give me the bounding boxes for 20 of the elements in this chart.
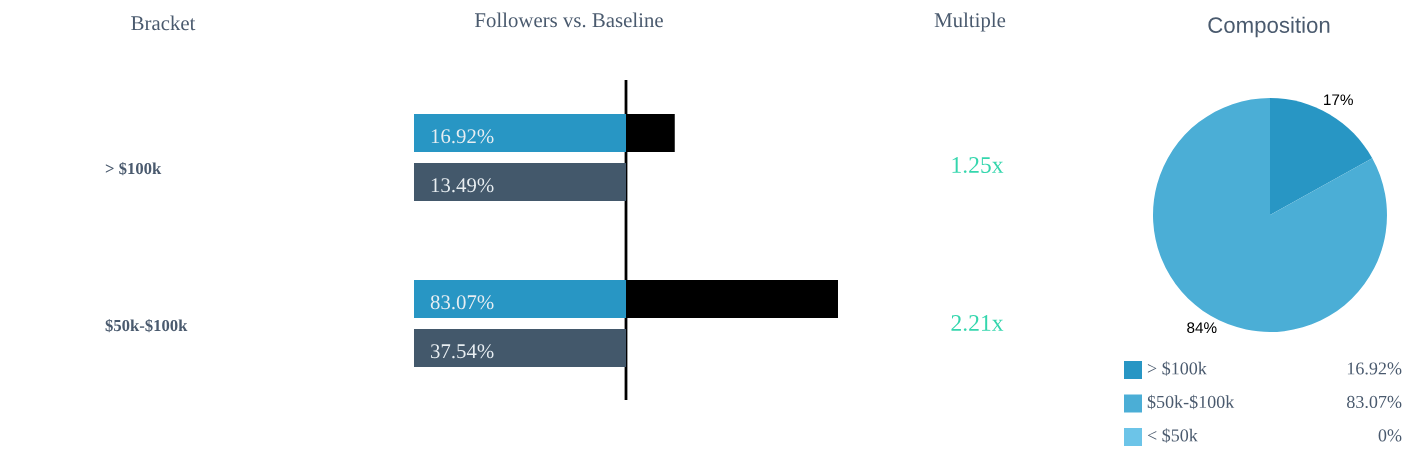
chart-title: Composition <box>1208 16 1330 38</box>
text: Multiple <box>934 12 1006 32</box>
text: Bracket <box>131 15 196 31</box>
text: 84% <box>1187 322 1217 334</box>
data-label: 16.92% <box>1347 362 1402 375</box>
text: 37.54% <box>431 344 494 359</box>
text: 17% <box>1324 94 1353 106</box>
text: 0% <box>1378 429 1402 442</box>
legend-label: > $100k <box>1147 361 1207 376</box>
text: 16.92% <box>431 129 494 144</box>
text: 83.07% <box>430 295 494 310</box>
text: 13.49% <box>431 178 494 193</box>
legend-label: $50k-$100k <box>1147 394 1235 410</box>
text: 2.21x <box>951 315 1004 332</box>
legend-label: < $50k <box>1147 428 1198 443</box>
data-label: 83.07% <box>1347 395 1402 409</box>
chart-title: Followers vs. Baseline <box>474 12 663 28</box>
text: > $100k <box>105 161 162 176</box>
text: 1.25x <box>952 157 1004 174</box>
text: $50k-$100k <box>105 318 188 333</box>
